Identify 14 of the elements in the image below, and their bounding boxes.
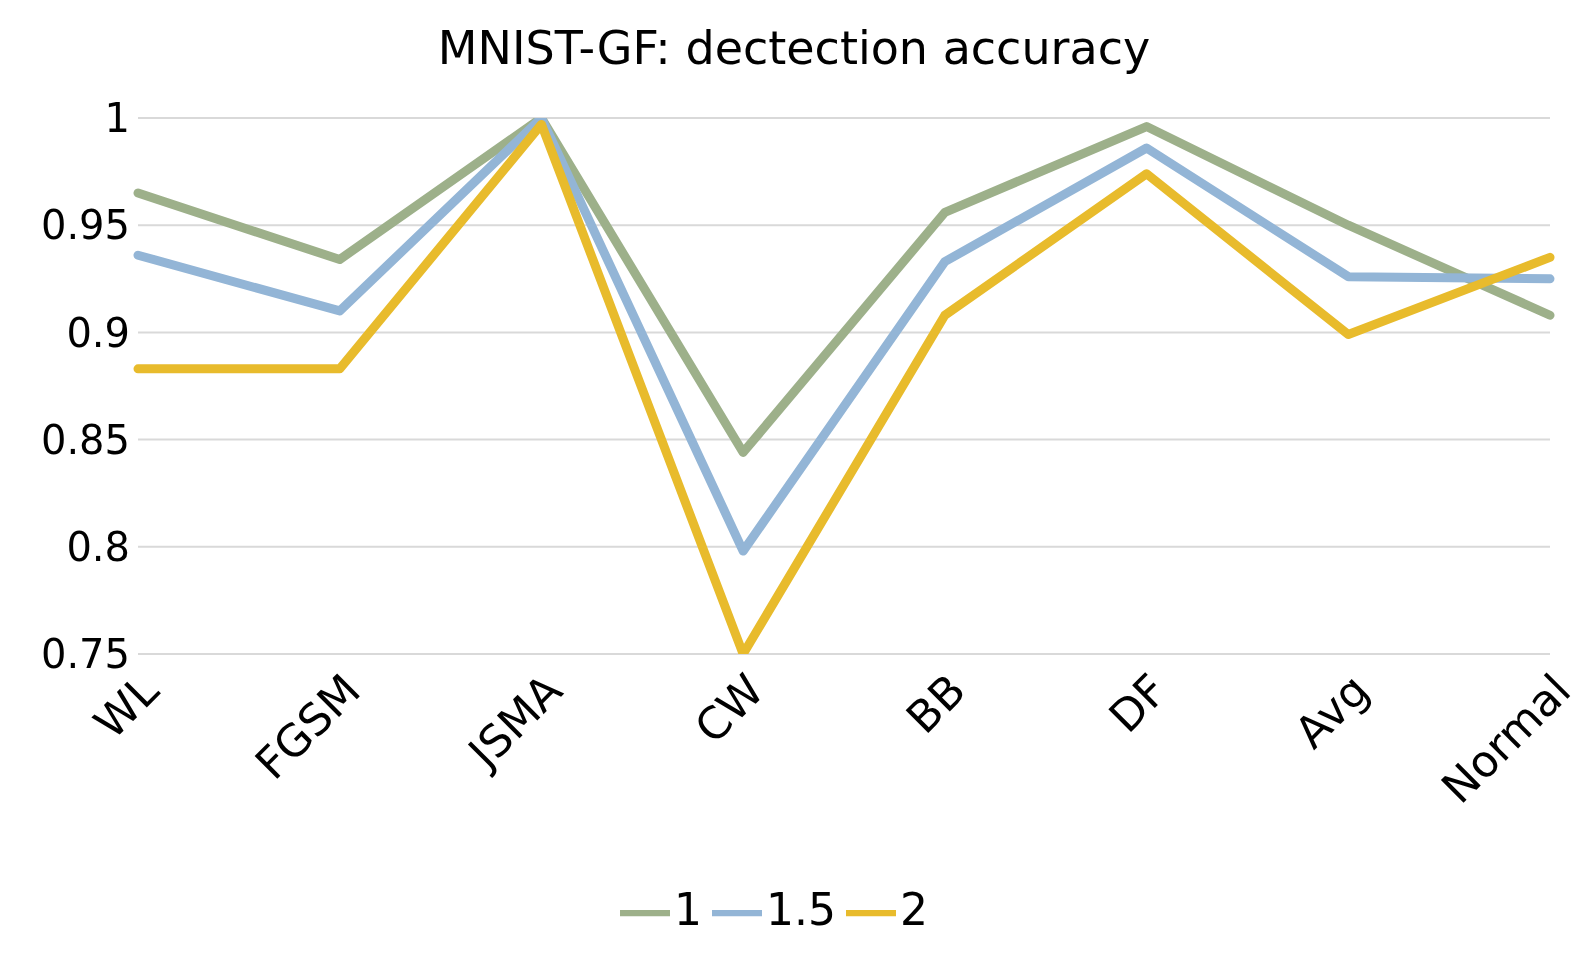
x-tick-label: CW [684,664,774,753]
legend-label: 1 [674,884,702,935]
y-tick-label: 1 [104,95,130,142]
y-tick-label: 0.8 [66,524,130,570]
x-tick-label: Avg [1284,664,1379,758]
y-tick-label: 0.9 [66,309,130,356]
x-tick-label: BB [896,664,976,743]
x-tick-label: DF [1098,664,1177,743]
legend-label: 1.5 [766,884,836,935]
chart-title: MNIST-GF: dectection accuracy [436,20,1152,77]
legend-label: 2 [899,884,928,935]
y-tick-label: 0.75 [40,631,130,678]
y-tick-label: 0.85 [40,416,130,463]
y-tick-label: 0.95 [40,202,130,249]
